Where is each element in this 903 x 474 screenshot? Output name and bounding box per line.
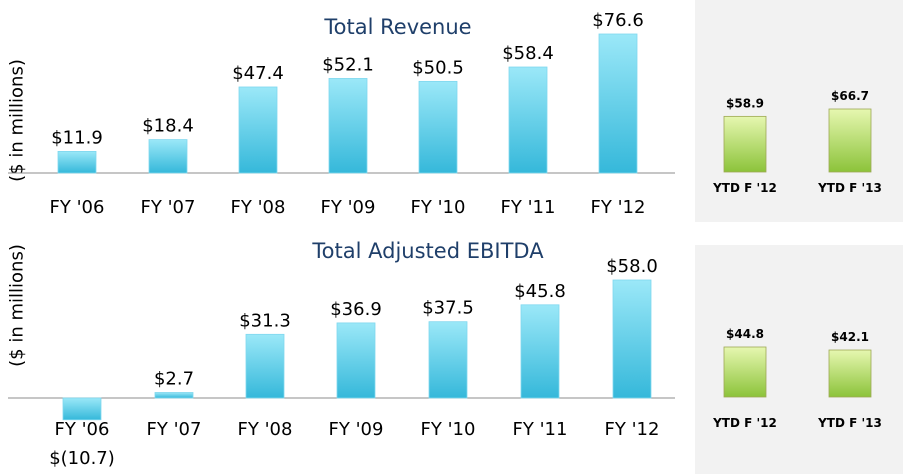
ebitda-category-label-fy-12: FY '12	[605, 419, 660, 440]
ytd-ebitda-category-label-ytd-f-13: YTD F '13	[817, 416, 882, 430]
ytd-ebitda-bar-ytd-f-13	[828, 349, 872, 398]
revenue-category-label-fy-10: FY '10	[411, 197, 466, 218]
ytd-ebitda-bar-ytd-f-12	[723, 346, 767, 398]
ebitda-value-label-fy-12: $58.0	[606, 256, 658, 277]
ytd-revenue-value-label-ytd-f-13: $66.7	[831, 89, 869, 103]
revenue-bar-fy-08	[238, 86, 278, 174]
ytd-revenue-category-label-ytd-f-13: YTD F '13	[817, 181, 882, 195]
revenue-category-label-fy-09: FY '09	[321, 197, 376, 218]
ebitda-category-label-fy-11: FY '11	[513, 419, 568, 440]
revenue-bar-fy-07	[148, 139, 188, 174]
ytd-revenue-bar-ytd-f-12	[723, 115, 767, 173]
revenue-value-label-fy-07: $18.4	[142, 116, 194, 137]
ebitda-bar-fy-12	[612, 279, 652, 399]
ebitda-category-label-fy-09: FY '09	[329, 419, 384, 440]
revenue-bar-fy-09	[328, 78, 368, 174]
revenue-value-label-fy-11: $58.4	[502, 43, 554, 64]
revenue-value-label-fy-08: $47.4	[232, 63, 284, 84]
revenue-category-label-fy-07: FY '07	[141, 197, 196, 218]
ebitda-value-label-fy-11: $45.8	[514, 281, 566, 302]
ytd-ebitda-value-label-ytd-f-12: $44.8	[726, 327, 764, 341]
revenue-category-label-fy-06: FY '06	[50, 197, 105, 218]
ebitda-bar-fy-10	[428, 321, 468, 399]
ebitda-category-label-fy-06: FY '06	[55, 419, 110, 440]
revenue-value-label-fy-10: $50.5	[412, 57, 464, 78]
revenue-bar-fy-06	[57, 151, 97, 174]
ebitda-category-label-fy-07: FY '07	[147, 419, 202, 440]
ebitda-bar-fy-06	[62, 397, 102, 421]
revenue-bar-fy-10	[418, 80, 458, 174]
revenue-chart-title: Total Revenue	[323, 15, 471, 39]
ebitda-category-label-fy-08: FY '08	[238, 419, 293, 440]
revenue-value-label-fy-12: $76.6	[592, 10, 644, 31]
ebitda-value-label-fy-06: $(10.7)	[49, 448, 115, 469]
ytd-revenue-bar-ytd-f-13	[828, 108, 872, 173]
ebitda-chart-title: Total Adjusted EBITDA	[311, 239, 544, 263]
revenue-category-label-fy-12: FY '12	[591, 197, 646, 218]
ytd-revenue-category-label-ytd-f-12: YTD F '12	[712, 181, 777, 195]
revenue-category-label-fy-11: FY '11	[501, 197, 556, 218]
revenue-value-label-fy-06: $11.9	[51, 127, 103, 148]
ebitda-value-label-fy-09: $36.9	[330, 299, 382, 320]
revenue-bar-fy-11	[508, 66, 548, 174]
revenue-category-label-fy-08: FY '08	[231, 197, 286, 218]
ytd-ebitda-value-label-ytd-f-13: $42.1	[831, 330, 869, 344]
ebitda-bar-fy-11	[520, 304, 560, 399]
ebitda-value-label-fy-07: $2.7	[154, 369, 194, 390]
revenue-value-label-fy-09: $52.1	[322, 54, 374, 75]
ytd-ebitda-category-label-ytd-f-12: YTD F '12	[712, 416, 777, 430]
ebitda-category-label-fy-10: FY '10	[421, 419, 476, 440]
revenue-bar-fy-12	[598, 33, 638, 174]
ebitda-value-label-fy-08: $31.3	[239, 310, 291, 331]
ebitda-bar-fy-07	[154, 392, 194, 399]
ebitda-value-label-fy-10: $37.5	[422, 298, 474, 319]
ebitda-bar-fy-09	[336, 322, 376, 399]
ytd-revenue-value-label-ytd-f-12: $58.9	[726, 96, 764, 110]
ebitda-bar-fy-08	[245, 333, 285, 399]
